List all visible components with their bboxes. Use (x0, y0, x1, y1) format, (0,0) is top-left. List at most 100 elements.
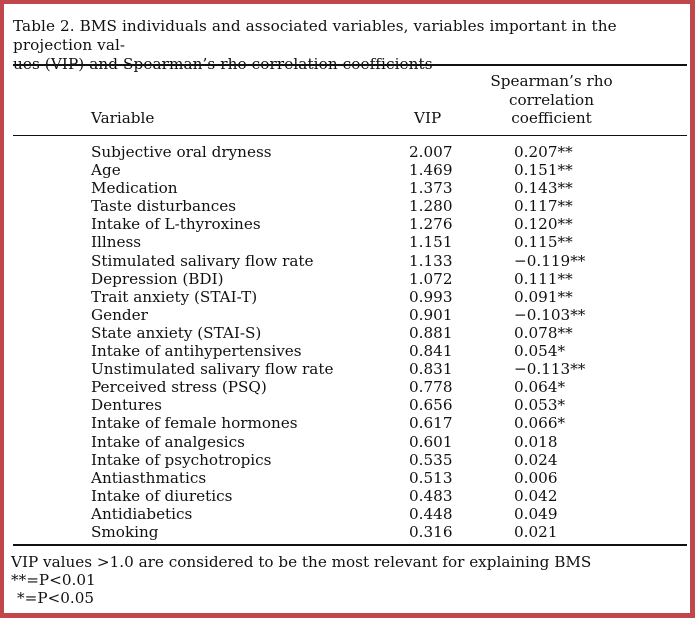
cell-variable: Unstimulated salivary flow rate (91, 360, 334, 379)
column-header-spearman-line-2: correlation (509, 90, 594, 109)
cell-variable: Intake of L-thyroxines (91, 215, 261, 234)
table-footnotes: VIP values >1.0 are considered to be the… (11, 553, 591, 607)
cell-spearman-rho: 0.143** (514, 179, 573, 198)
table-row: Gender 0.901 −0.103** (4, 306, 690, 324)
cell-spearman-rho: 0.024 (514, 450, 558, 469)
table-row: State anxiety (STAI-S) 0.881 0.078** (4, 324, 690, 342)
cell-variable: Intake of antihypertensives (91, 342, 302, 361)
footnote-single-star: *=P<0.05 (17, 589, 95, 607)
cell-spearman-rho: 0.078** (514, 323, 573, 342)
table-row: Taste disturbances 1.280 0.117** (4, 197, 690, 215)
column-header-spearman-line-3: coefficient (511, 109, 592, 127)
cell-spearman-rho: 0.064* (514, 378, 566, 397)
cell-vip: 0.601 (409, 432, 453, 451)
table-row: Age 1.469 0.151** (4, 161, 690, 179)
table-row: Intake of L-thyroxines 1.276 0.120** (4, 215, 690, 233)
cell-variable: Antidiabetics (91, 504, 193, 523)
header-rule (13, 135, 687, 136)
cell-variable: Taste disturbances (91, 197, 237, 216)
cell-vip: 0.901 (409, 305, 453, 324)
cell-spearman-rho: 0.042 (514, 486, 558, 505)
cell-spearman-rho: 0.021 (514, 522, 558, 541)
bottom-rule (13, 544, 687, 546)
cell-vip: 0.316 (409, 522, 453, 541)
table-row: Illness 1.151 0.115** (4, 233, 690, 251)
cell-vip: 1.133 (409, 251, 453, 270)
cell-spearman-rho: 0.018 (514, 432, 558, 451)
table-row: Perceived stress (PSQ) 0.778 0.064* (4, 378, 690, 396)
cell-variable: Depression (BDI) (91, 269, 224, 288)
cell-spearman-rho: 0.120** (514, 215, 573, 234)
cell-spearman-rho: −0.103** (514, 305, 586, 324)
cell-variable: Perceived stress (PSQ) (91, 378, 267, 397)
table-row: Antiasthmatics 0.513 0.006 (4, 469, 690, 487)
cell-spearman-rho: 0.053* (514, 396, 566, 415)
cell-variable: Trait anxiety (STAI-T) (91, 287, 258, 306)
cell-variable: Intake of psychotropics (91, 450, 272, 469)
table-row: Intake of diuretics 0.483 0.042 (4, 487, 690, 505)
column-header-variable: Variable (91, 109, 155, 127)
cell-vip: 0.881 (409, 323, 453, 342)
cell-vip: 2.007 (409, 143, 453, 161)
cell-spearman-rho: −0.119** (514, 251, 586, 270)
cell-variable: Subjective oral dryness (91, 143, 272, 161)
cell-variable: Illness (91, 233, 142, 252)
table-row: Trait anxiety (STAI-T) 0.993 0.091** (4, 288, 690, 306)
column-header-spearman-line-1: Spearman’s rho (490, 72, 613, 90)
cell-variable: Age (91, 161, 121, 180)
cell-vip: 1.469 (409, 161, 453, 180)
cell-variable: Dentures (91, 396, 162, 415)
cell-variable: Intake of female hormones (91, 414, 298, 433)
table-row: Antidiabetics 0.448 0.049 (4, 505, 690, 523)
table-row: Intake of antihypertensives 0.841 0.054* (4, 342, 690, 360)
cell-spearman-rho: 0.054* (514, 342, 566, 361)
top-rule (13, 64, 687, 66)
cell-vip: 0.778 (409, 378, 453, 397)
table-row: Dentures 0.656 0.053* (4, 396, 690, 414)
cell-variable: State anxiety (STAI-S) (91, 323, 262, 342)
cell-variable: Stimulated salivary flow rate (91, 251, 314, 270)
footnote-double-star: **=P<0.01 (11, 571, 96, 589)
cell-spearman-rho: 0.049 (514, 504, 558, 523)
cell-vip: 0.993 (409, 287, 453, 306)
cell-spearman-rho: 0.117** (514, 197, 573, 216)
table-row: Intake of psychotropics 0.535 0.024 (4, 451, 690, 469)
cell-vip: 0.448 (409, 504, 453, 523)
table-row: Depression (BDI) 1.072 0.111** (4, 270, 690, 288)
cell-spearman-rho: 0.066* (514, 414, 566, 433)
cell-spearman-rho: 0.006 (514, 468, 558, 487)
cell-vip: 0.483 (409, 486, 453, 505)
cell-vip: 1.276 (409, 215, 453, 234)
cell-spearman-rho: −0.113** (514, 360, 586, 379)
table-row: Medication 1.373 0.143** (4, 179, 690, 197)
cell-variable: Smoking (91, 522, 159, 541)
cell-variable: Antiasthmatics (91, 468, 207, 487)
cell-vip: 1.280 (409, 197, 453, 216)
cell-spearman-rho: 0.151** (514, 161, 573, 180)
cell-variable: Intake of analgesics (91, 432, 245, 451)
cell-variable: Medication (91, 179, 178, 198)
cell-vip: 0.841 (409, 342, 453, 361)
cell-vip: 1.373 (409, 179, 453, 198)
table-body: Subjective oral dryness 2.007 0.207** Age 1.… (4, 143, 690, 541)
cell-variable: Intake of diuretics (91, 486, 233, 505)
cell-vip: 0.535 (409, 450, 453, 469)
cell-vip: 0.831 (409, 360, 453, 379)
table-row: Stimulated salivary flow rate 1.133 −0.119… (4, 252, 690, 270)
cell-spearman-rho: 0.115** (514, 233, 573, 252)
cell-spearman-rho: 0.091** (514, 287, 573, 306)
cell-vip: 1.072 (409, 269, 453, 288)
table-row: Unstimulated salivary flow rate 0.831 −0.1… (4, 360, 690, 378)
table-panel: Table 2. BMS individuals and associated … (4, 4, 690, 613)
cell-vip: 0.513 (409, 468, 453, 487)
cell-spearman-rho: 0.207** (514, 143, 573, 161)
caption-line-1: Table 2. BMS individuals and associated … (13, 17, 617, 54)
table-row: Intake of analgesics 0.601 0.018 (4, 433, 690, 451)
cell-vip: 0.656 (409, 396, 453, 415)
footnote-vip: VIP values >1.0 are considered to be the… (11, 553, 592, 571)
column-header-spearman: Spearman’s rho correlation coefficient (484, 72, 619, 128)
cell-vip: 1.151 (409, 233, 453, 252)
cell-spearman-rho: 0.111** (514, 269, 573, 288)
table-row: Smoking 0.316 0.021 (4, 523, 690, 541)
column-header-vip: VIP (414, 109, 442, 127)
